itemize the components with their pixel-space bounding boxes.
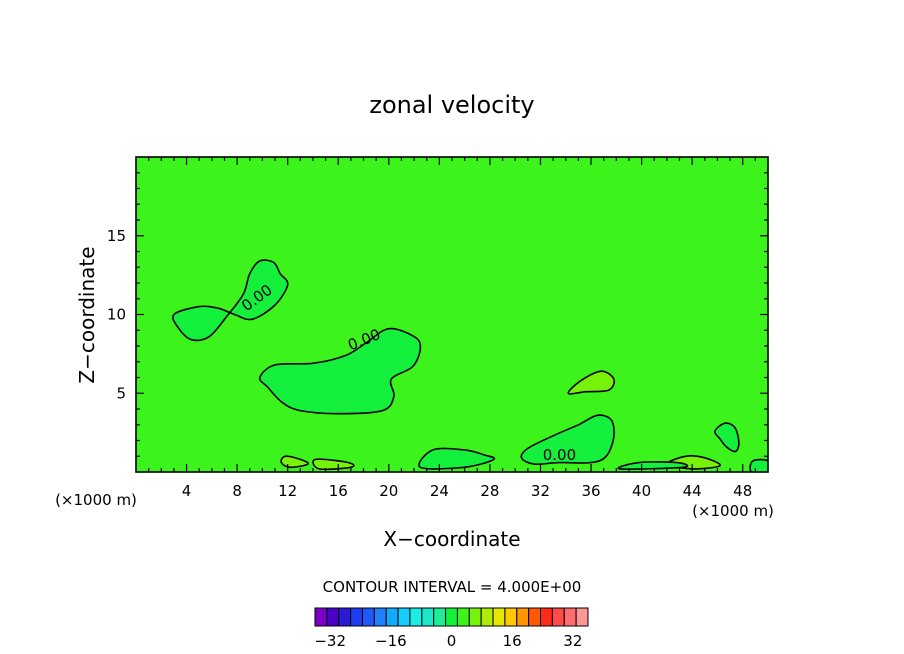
- x-tick-label: 48: [733, 482, 752, 500]
- colorbar-swatch: [504, 607, 518, 627]
- contour-interval-label: CONTOUR INTERVAL = 4.000E+00: [323, 578, 582, 596]
- contour-right-small-negative: [714, 422, 740, 453]
- x-tick-label: 16: [329, 482, 348, 500]
- colorbar-swatch: [350, 607, 363, 627]
- y-tick-label: 10: [107, 306, 126, 324]
- x-tick-label: 20: [379, 482, 398, 500]
- colorbar-swatch: [468, 607, 482, 627]
- colorbar-swatch: [338, 607, 352, 627]
- contour-surface-negative-d: [418, 447, 496, 470]
- x-axis-label: X−coordinate: [383, 527, 520, 551]
- contour-surface-negative-f: [749, 458, 768, 472]
- contour-upper-left-negative: [172, 259, 289, 342]
- colorbar-swatch: [397, 607, 411, 627]
- y-axis-label: Z−coordinate: [75, 246, 99, 383]
- y-tick-label: 15: [107, 227, 126, 245]
- x-tick-label: 12: [278, 482, 297, 500]
- colorbar-swatch: [480, 607, 494, 627]
- axis-ticks: [136, 157, 768, 472]
- colorbar-swatch: [575, 607, 589, 627]
- colorbar-swatch: [516, 607, 530, 627]
- contour-center-negative: [258, 327, 422, 415]
- colorbar-swatch: [421, 607, 435, 627]
- contour-surface-positive-b: [312, 458, 355, 471]
- x-tick-label: 32: [531, 482, 550, 500]
- x-unit-left: (×1000 m): [55, 491, 137, 509]
- plot-background: [136, 157, 768, 472]
- colorbar-tick-label: 16: [503, 632, 522, 650]
- contour-lower-right-negative: [520, 414, 615, 466]
- colorbar-tick-label: −32: [314, 632, 346, 650]
- colorbar-swatch: [445, 607, 458, 627]
- y-tick-label: 5: [116, 384, 126, 402]
- colorbar-tick-label: 32: [563, 632, 582, 650]
- colorbar-swatch: [528, 607, 542, 627]
- contour-label: 0.00: [543, 446, 576, 464]
- colorbar-swatch: [409, 607, 423, 627]
- colorbar-swatch: [361, 607, 375, 627]
- colorbar: −32 −16 0 16 32: [314, 607, 589, 650]
- colorbar-tick-label: −16: [375, 632, 407, 650]
- colorbar-swatch: [433, 607, 447, 627]
- colorbar-swatch: [551, 607, 565, 627]
- colorbar-swatch: [314, 607, 328, 627]
- colorbar-swatch: [563, 607, 577, 627]
- x-unit-right: (×1000 m): [692, 502, 774, 520]
- x-tick-label: 28: [480, 482, 499, 500]
- contour-mid-right-positive: [567, 370, 616, 395]
- x-tick-label: 24: [430, 482, 449, 500]
- contour-regions: [172, 259, 768, 472]
- x-tick-label: 40: [632, 482, 651, 500]
- colorbar-swatch: [456, 607, 470, 627]
- x-tick-label: 36: [581, 482, 600, 500]
- colorbar-swatch: [373, 607, 387, 627]
- colorbar-swatch: [385, 607, 399, 627]
- x-tick-label: 4: [182, 482, 192, 500]
- chart-title: zonal velocity: [369, 91, 534, 119]
- x-tick-label: 44: [683, 482, 702, 500]
- colorbar-swatch: [540, 607, 553, 627]
- colorbar-swatch: [326, 607, 340, 627]
- colorbar-swatch: [492, 607, 506, 627]
- x-tick-label: 8: [232, 482, 242, 500]
- colorbar-tick-label: 0: [447, 632, 457, 650]
